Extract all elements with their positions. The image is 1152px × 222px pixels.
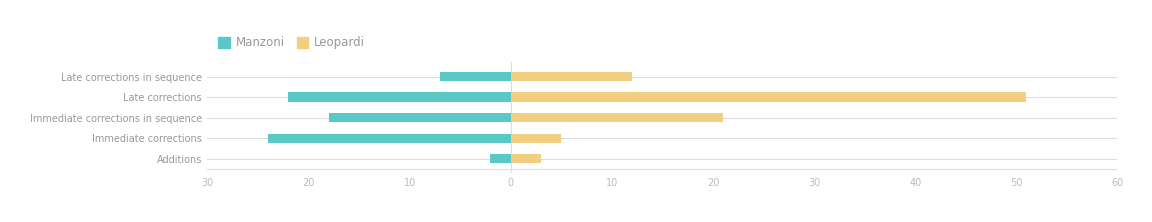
Bar [510,154,541,163]
Bar [510,93,1026,102]
Bar [491,154,510,163]
Bar [510,72,632,81]
Bar [510,134,561,143]
Legend: Manzoni, Leopardi: Manzoni, Leopardi [213,32,370,54]
Bar [510,113,723,122]
Bar [288,93,510,102]
Bar [440,72,510,81]
Bar [268,134,510,143]
Bar [328,113,510,122]
